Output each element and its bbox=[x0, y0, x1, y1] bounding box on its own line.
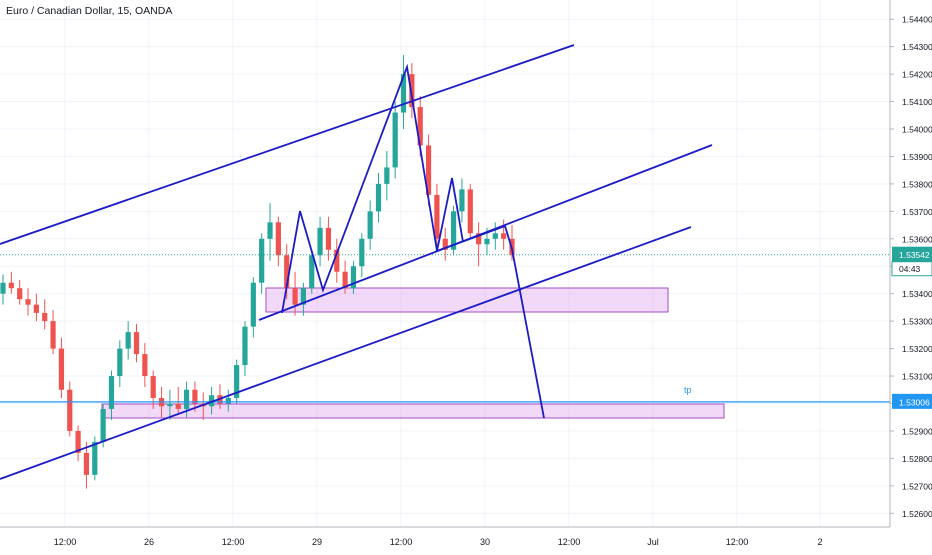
candle-body bbox=[167, 403, 173, 407]
candle-body bbox=[242, 326, 248, 366]
candle-body bbox=[142, 354, 148, 377]
candle-body bbox=[75, 430, 81, 453]
price-badge-value: 1.53542 bbox=[899, 250, 930, 260]
candle-body bbox=[300, 288, 306, 305]
x-tick-label: 12:00 bbox=[726, 537, 749, 547]
candle-body bbox=[267, 222, 273, 239]
candle-body bbox=[225, 397, 231, 404]
candle-body bbox=[259, 238, 265, 283]
countdown-badge bbox=[891, 261, 932, 277]
y-tick-label: 1.54100 bbox=[902, 97, 932, 107]
candle-body bbox=[359, 238, 365, 267]
y-tick-label: 1.52900 bbox=[902, 426, 932, 436]
x-tick-label: Jul bbox=[647, 537, 659, 547]
y-tick-label: 1.53700 bbox=[902, 207, 932, 217]
candle-body bbox=[450, 211, 457, 250]
candle-body bbox=[325, 227, 332, 250]
candle-body bbox=[83, 452, 90, 475]
candle-body bbox=[476, 233, 482, 245]
candle-body bbox=[175, 403, 181, 409]
candle-body bbox=[125, 332, 131, 349]
candle-body bbox=[434, 194, 440, 239]
candle-body bbox=[342, 271, 348, 289]
y-tick-label: 1.54200 bbox=[902, 70, 932, 80]
x-tick-label: 29 bbox=[312, 537, 322, 547]
candle-body bbox=[442, 238, 448, 250]
candle-body bbox=[92, 441, 98, 475]
chart-title: Euro / Canadian Dollar, 15, OANDA bbox=[6, 5, 173, 17]
candle-body bbox=[250, 282, 256, 327]
y-tick-label: 1.52600 bbox=[902, 509, 932, 519]
candle-body bbox=[117, 348, 123, 377]
candle-body bbox=[484, 238, 490, 245]
y-tick-label: 1.54300 bbox=[902, 42, 932, 52]
candle-body bbox=[375, 183, 382, 212]
candle-body bbox=[334, 249, 340, 272]
candle-body bbox=[425, 145, 432, 195]
candle-body bbox=[309, 255, 315, 289]
candle-body bbox=[108, 376, 115, 409]
x-tick-label: 26 bbox=[144, 537, 154, 547]
candle-body bbox=[8, 282, 14, 289]
candle-body bbox=[0, 282, 6, 294]
candle-body bbox=[275, 222, 281, 256]
candle-body bbox=[284, 255, 290, 289]
candle-body bbox=[317, 227, 323, 256]
x-tick-label: 12:00 bbox=[558, 537, 581, 547]
candle-body bbox=[17, 288, 23, 300]
candle-body bbox=[58, 348, 65, 390]
x-tick-label: 12:00 bbox=[222, 537, 245, 547]
candle-body bbox=[50, 321, 56, 349]
y-tick-label: 1.53100 bbox=[902, 372, 932, 382]
candle-body bbox=[459, 189, 465, 212]
projection-line bbox=[436, 224, 545, 419]
candle-body bbox=[501, 233, 507, 239]
tp-badge bbox=[892, 393, 932, 409]
candle-body bbox=[133, 332, 140, 355]
candle-body bbox=[183, 389, 190, 409]
channel-upper-line bbox=[0, 44, 575, 245]
candle-body bbox=[350, 266, 357, 289]
y-tick-label: 1.53600 bbox=[902, 234, 932, 244]
candle-body bbox=[384, 167, 390, 184]
y-tick-label: 1.54000 bbox=[902, 125, 932, 135]
y-tick-label: 1.52700 bbox=[902, 481, 932, 491]
countdown-value: 04:43 bbox=[899, 264, 921, 274]
candle-body bbox=[192, 389, 198, 404]
candle-body bbox=[67, 389, 73, 431]
price-badge bbox=[892, 246, 932, 262]
y-tick-label: 1.53300 bbox=[902, 317, 932, 327]
y-tick-label: 1.53200 bbox=[902, 344, 932, 354]
x-tick-label: 12:00 bbox=[54, 537, 77, 547]
candle-body bbox=[392, 112, 398, 168]
candle-body bbox=[400, 74, 407, 113]
candle-body bbox=[409, 74, 415, 108]
candle-body bbox=[25, 299, 31, 305]
candle-body bbox=[417, 107, 423, 146]
candle-body bbox=[42, 312, 48, 322]
y-tick-label: 1.53900 bbox=[902, 152, 932, 162]
candle-body bbox=[209, 395, 215, 407]
y-tick-label: 1.53800 bbox=[902, 179, 932, 189]
tp-label: tp bbox=[684, 385, 692, 395]
candle-body bbox=[234, 365, 240, 398]
candle-body bbox=[492, 233, 498, 239]
x-tick-label: 30 bbox=[480, 537, 490, 547]
wave-pattern-line bbox=[281, 63, 464, 314]
candle-body bbox=[292, 288, 298, 305]
y-tick-label: 1.53400 bbox=[902, 289, 932, 299]
y-tick-label: 1.52800 bbox=[902, 454, 932, 464]
candle-body bbox=[467, 189, 473, 234]
candle-body bbox=[150, 376, 156, 398]
x-tick-label: 2 bbox=[817, 537, 822, 547]
channel-lower-line bbox=[0, 226, 692, 480]
candle-body bbox=[367, 211, 373, 239]
y-tick-label: 1.54400 bbox=[902, 15, 932, 25]
tp-badge-value: 1.53006 bbox=[899, 397, 930, 407]
x-tick-label: 12:00 bbox=[390, 537, 413, 547]
candle-body bbox=[100, 408, 106, 442]
candle-body bbox=[33, 304, 39, 313]
